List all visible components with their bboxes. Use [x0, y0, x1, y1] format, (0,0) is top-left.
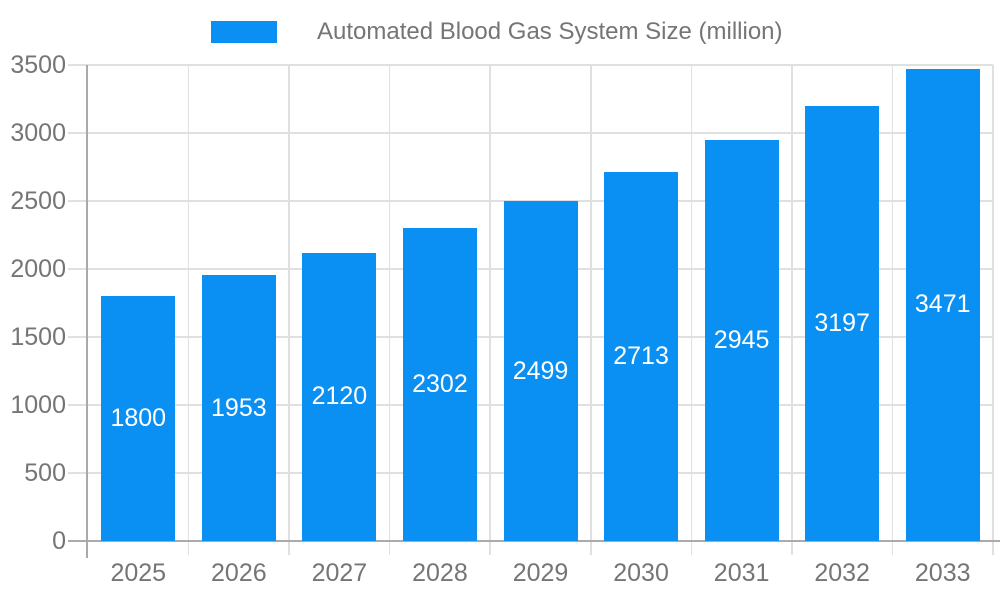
gridline-vertical — [489, 65, 491, 555]
x-axis-tick-label: 2029 — [512, 559, 569, 587]
gridline-vertical — [590, 65, 592, 555]
legend-label: Automated Blood Gas System Size (million… — [317, 18, 783, 45]
gridline-vertical — [992, 65, 994, 555]
bar-2029[interactable] — [503, 201, 578, 541]
y-axis-tick-label: 3500 — [10, 51, 66, 79]
x-axis-tick-label: 2028 — [412, 559, 468, 587]
gridline-vertical — [288, 65, 290, 555]
x-axis-tick-label: 2027 — [311, 559, 368, 587]
bar-2032[interactable] — [805, 106, 880, 541]
x-axis-tick-label: 2025 — [110, 559, 167, 587]
x-axis-tick-label: 2026 — [211, 559, 267, 587]
gridline-horizontal — [68, 64, 993, 66]
y-axis-tick-label: 2500 — [10, 187, 66, 215]
y-axis-tick-label: 3000 — [10, 119, 66, 147]
gridline-horizontal — [68, 132, 993, 134]
y-axis-line — [86, 65, 88, 558]
bar-2031[interactable] — [704, 140, 779, 541]
x-axis-tick-label: 2033 — [914, 559, 971, 587]
gridline-horizontal — [68, 200, 993, 202]
bar-2033[interactable] — [905, 68, 980, 541]
gridline-vertical — [388, 65, 391, 555]
y-axis-tick-label: 500 — [24, 459, 66, 487]
legend-swatch-icon — [211, 21, 277, 43]
bar-2030[interactable] — [604, 172, 679, 541]
y-axis-tick-label: 2000 — [10, 255, 66, 283]
y-axis-tick-label: 1500 — [10, 323, 66, 351]
x-axis-tick-label: 2032 — [814, 559, 870, 587]
x-axis-tick-label: 2030 — [613, 559, 669, 587]
bar-2026[interactable] — [201, 275, 276, 541]
y-axis-tick-label: 1000 — [10, 391, 66, 419]
bar-2027[interactable] — [302, 252, 377, 541]
bar-2025[interactable] — [101, 296, 176, 541]
gridline-vertical — [891, 65, 894, 555]
x-axis-tick-label: 2031 — [713, 559, 770, 587]
gridline-vertical — [690, 65, 693, 555]
x-axis-line — [68, 540, 1000, 542]
bar-2028[interactable] — [402, 227, 477, 541]
gridline-vertical — [791, 65, 793, 555]
y-axis-tick-label: 0 — [52, 527, 66, 555]
gridline-vertical — [187, 65, 190, 555]
